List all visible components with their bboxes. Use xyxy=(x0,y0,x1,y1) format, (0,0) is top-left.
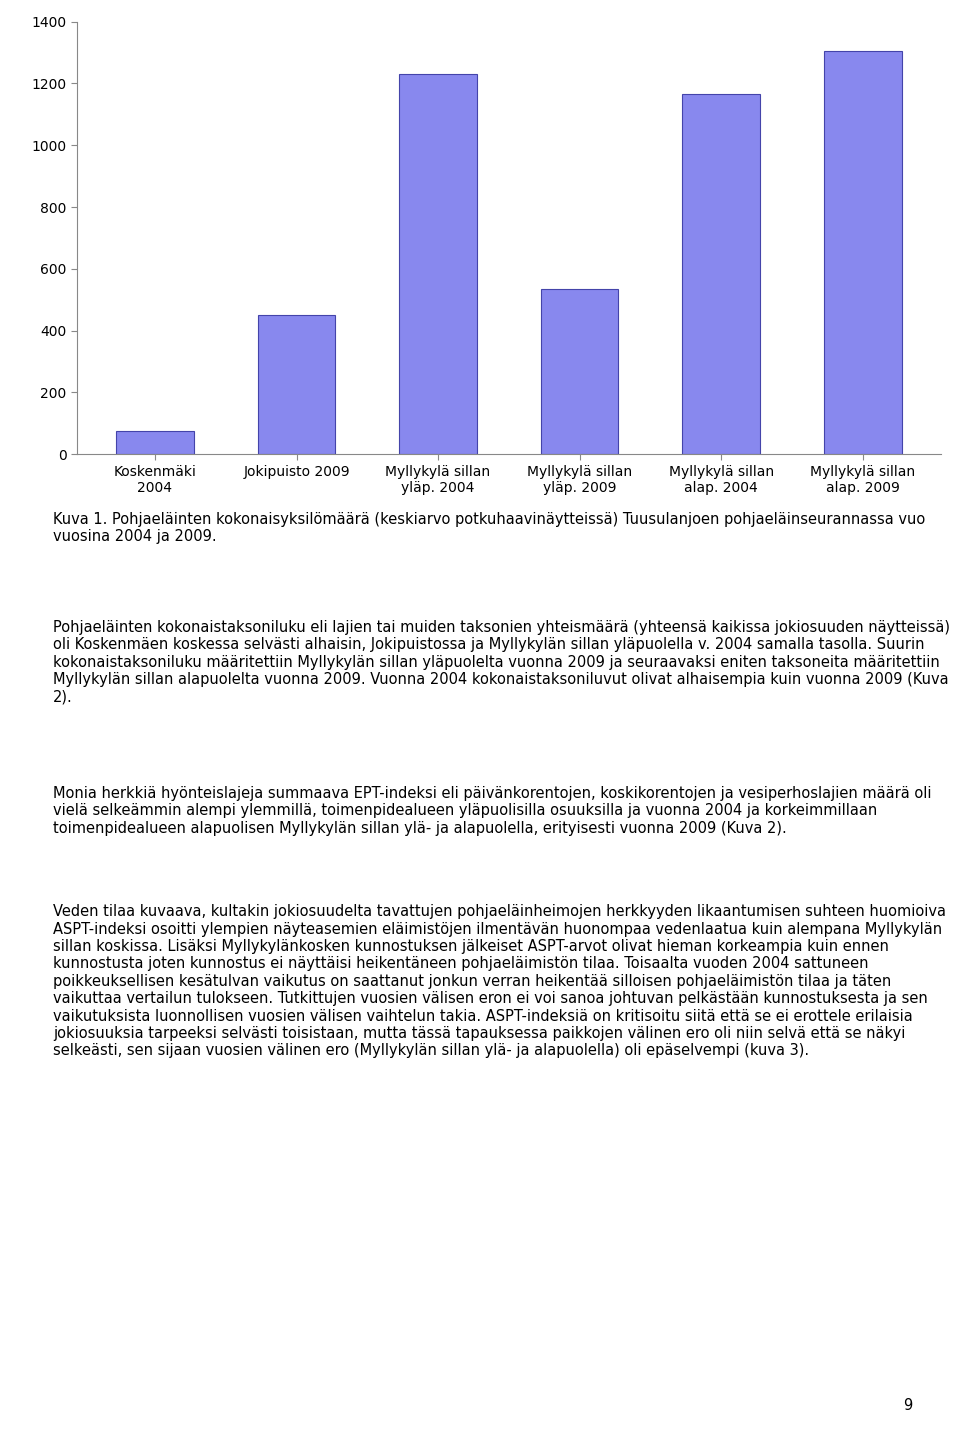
Bar xyxy=(683,94,760,454)
Text: Veden tilaa kuvaava, kultakin jokiosuudelta tavattujen pohjaeläinheimojen herkky: Veden tilaa kuvaava, kultakin jokiosuude… xyxy=(53,904,946,1058)
Bar xyxy=(116,431,194,454)
Bar xyxy=(257,316,335,454)
Text: Kuva 1. Pohjaeläinten kokonaisyksilömäärä (keskiarvo potkuhaavinäytteissä) Tuusu: Kuva 1. Pohjaeläinten kokonaisyksilömäär… xyxy=(53,512,925,544)
Text: 9: 9 xyxy=(902,1399,912,1413)
Bar xyxy=(540,288,618,454)
Text: Pohjaeläinten kokonaistaksoniluku eli lajien tai muiden taksonien yhteismäärä (y: Pohjaeläinten kokonaistaksoniluku eli la… xyxy=(53,620,949,705)
Text: Monia herkkiä hyönteislajeja summaava EPT-indeksi eli päivänkorentojen, koskikor: Monia herkkiä hyönteislajeja summaava EP… xyxy=(53,786,931,836)
Bar xyxy=(824,50,901,454)
Bar xyxy=(399,74,477,454)
